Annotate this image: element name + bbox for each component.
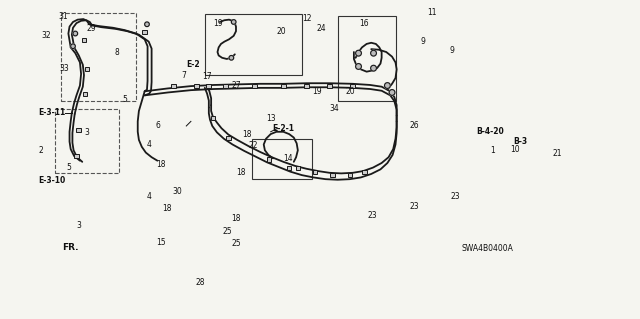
Text: 32: 32 (42, 31, 51, 40)
Text: 4: 4 (147, 140, 152, 149)
Bar (55, 109, 118, 174)
Text: 22: 22 (249, 141, 258, 150)
Text: B-4-20: B-4-20 (476, 127, 504, 136)
Bar (226, 136, 231, 140)
Bar (76, 128, 81, 132)
Text: 9: 9 (450, 46, 454, 56)
Bar (348, 173, 352, 177)
Bar (82, 38, 86, 42)
Bar (223, 84, 228, 87)
Circle shape (73, 31, 77, 36)
Bar (142, 30, 147, 34)
Text: E-3-10: E-3-10 (38, 176, 65, 185)
Circle shape (229, 56, 234, 60)
Bar (206, 84, 211, 87)
Bar (211, 116, 215, 120)
Bar (61, 13, 136, 101)
Text: 23: 23 (451, 192, 461, 201)
Text: 20: 20 (276, 27, 286, 36)
Text: E-2: E-2 (186, 60, 200, 69)
Bar (330, 173, 335, 177)
Text: 18: 18 (162, 204, 172, 212)
Circle shape (371, 65, 376, 71)
Bar (296, 166, 300, 170)
Text: 23: 23 (410, 203, 419, 211)
Text: 30: 30 (172, 187, 182, 197)
Text: 19: 19 (213, 19, 223, 28)
Text: 18: 18 (232, 214, 241, 223)
Text: 18: 18 (236, 168, 246, 177)
Bar (267, 158, 271, 161)
Text: E-3-11: E-3-11 (38, 108, 65, 117)
Text: 10: 10 (510, 145, 520, 154)
Text: 14: 14 (284, 154, 293, 163)
Text: SWA4B0400A: SWA4B0400A (461, 244, 513, 253)
Text: 19: 19 (312, 87, 322, 96)
Circle shape (232, 20, 236, 24)
Text: 29: 29 (87, 24, 97, 33)
Text: 1: 1 (490, 146, 495, 155)
Bar (84, 67, 89, 71)
Text: E-2-1: E-2-1 (272, 124, 294, 133)
Text: 5: 5 (123, 95, 127, 104)
Text: 25: 25 (232, 239, 241, 249)
Text: 31: 31 (58, 12, 68, 21)
Bar (195, 84, 199, 87)
Text: 11: 11 (427, 8, 436, 17)
Bar (362, 170, 367, 174)
Text: 2: 2 (38, 146, 43, 155)
Text: 13: 13 (266, 114, 276, 123)
Text: 18: 18 (242, 130, 252, 138)
Text: 20: 20 (346, 87, 355, 96)
Text: 26: 26 (410, 122, 419, 130)
Text: 12: 12 (302, 14, 312, 23)
Text: 33: 33 (59, 64, 69, 73)
Circle shape (70, 44, 76, 48)
Text: B-3: B-3 (513, 137, 527, 146)
Bar (252, 84, 257, 87)
Bar (205, 14, 302, 75)
Text: 21: 21 (552, 149, 562, 158)
Text: 7: 7 (182, 70, 186, 80)
Circle shape (385, 83, 390, 88)
Text: 34: 34 (330, 104, 339, 113)
Bar (83, 92, 88, 96)
Bar (172, 84, 176, 87)
Text: 18: 18 (156, 160, 166, 169)
Circle shape (356, 63, 362, 69)
Text: 5: 5 (67, 163, 72, 172)
Text: 24: 24 (317, 24, 326, 33)
Text: 6: 6 (155, 122, 160, 130)
Bar (74, 154, 79, 158)
Bar (252, 139, 312, 179)
Bar (327, 84, 332, 87)
Text: 8: 8 (115, 48, 120, 56)
Text: 23: 23 (367, 211, 377, 219)
Text: 3: 3 (84, 129, 89, 137)
Text: FR.: FR. (63, 243, 79, 252)
Circle shape (356, 50, 362, 56)
Bar (281, 84, 285, 87)
Text: 17: 17 (202, 72, 212, 81)
Bar (287, 166, 291, 170)
Text: 27: 27 (232, 81, 241, 90)
Bar (313, 170, 317, 174)
Text: 15: 15 (156, 238, 166, 247)
Bar (304, 84, 309, 87)
Text: 28: 28 (196, 278, 205, 286)
Bar (339, 16, 396, 101)
Text: 4: 4 (147, 192, 152, 201)
Text: 25: 25 (223, 227, 232, 236)
Text: 9: 9 (421, 37, 426, 46)
Circle shape (145, 22, 149, 26)
Circle shape (389, 90, 395, 95)
Bar (351, 84, 355, 87)
Text: 3: 3 (76, 221, 81, 230)
Circle shape (371, 50, 376, 56)
Text: 16: 16 (360, 19, 369, 28)
